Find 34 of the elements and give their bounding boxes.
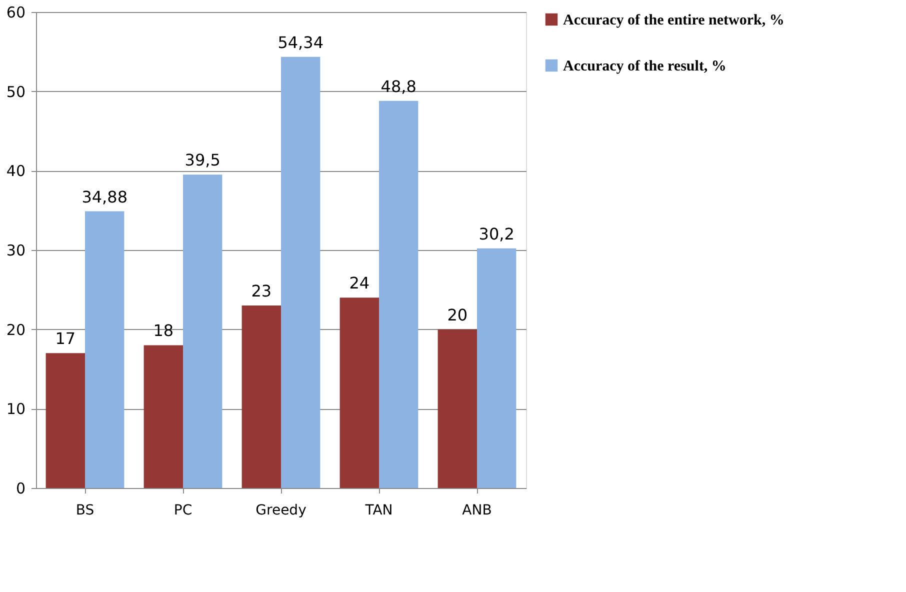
legend-label: Accuracy of the result, % bbox=[563, 58, 726, 74]
data-label: 24 bbox=[349, 274, 370, 293]
x-tick-label: Greedy bbox=[256, 502, 306, 518]
data-label: 18 bbox=[153, 321, 174, 340]
y-tick-label: 20 bbox=[6, 320, 26, 339]
data-label: 39,5 bbox=[184, 150, 220, 170]
bar bbox=[477, 248, 516, 488]
bar bbox=[183, 174, 222, 488]
x-tick-label: PC bbox=[174, 502, 192, 518]
bar bbox=[438, 329, 477, 488]
data-label: 48,8 bbox=[380, 76, 416, 96]
bar bbox=[340, 298, 379, 488]
bar bbox=[379, 100, 418, 488]
legend-label: Accuracy of the entire network, % bbox=[563, 12, 784, 28]
data-label: 23 bbox=[251, 282, 272, 301]
y-tick-label: 0 bbox=[16, 480, 26, 498]
bar bbox=[144, 345, 183, 488]
bar bbox=[242, 306, 281, 488]
bar bbox=[85, 211, 124, 488]
y-tick-label: 40 bbox=[6, 162, 26, 180]
data-label: 54,34 bbox=[278, 32, 324, 52]
x-tick-label: BS bbox=[76, 502, 94, 518]
bar bbox=[281, 56, 320, 488]
data-label: 30,2 bbox=[478, 224, 514, 244]
data-label: 20 bbox=[447, 305, 468, 324]
y-tick-label: 10 bbox=[6, 400, 26, 418]
y-tick-label: 50 bbox=[6, 82, 26, 101]
data-label: 17 bbox=[55, 329, 76, 348]
x-tick-label: TAN bbox=[364, 502, 393, 518]
x-tick-label: ANB bbox=[462, 502, 492, 518]
bar bbox=[46, 353, 85, 488]
y-tick-label: 60 bbox=[6, 4, 26, 22]
data-label: 34,88 bbox=[82, 187, 128, 206]
y-tick-label: 30 bbox=[6, 242, 26, 260]
